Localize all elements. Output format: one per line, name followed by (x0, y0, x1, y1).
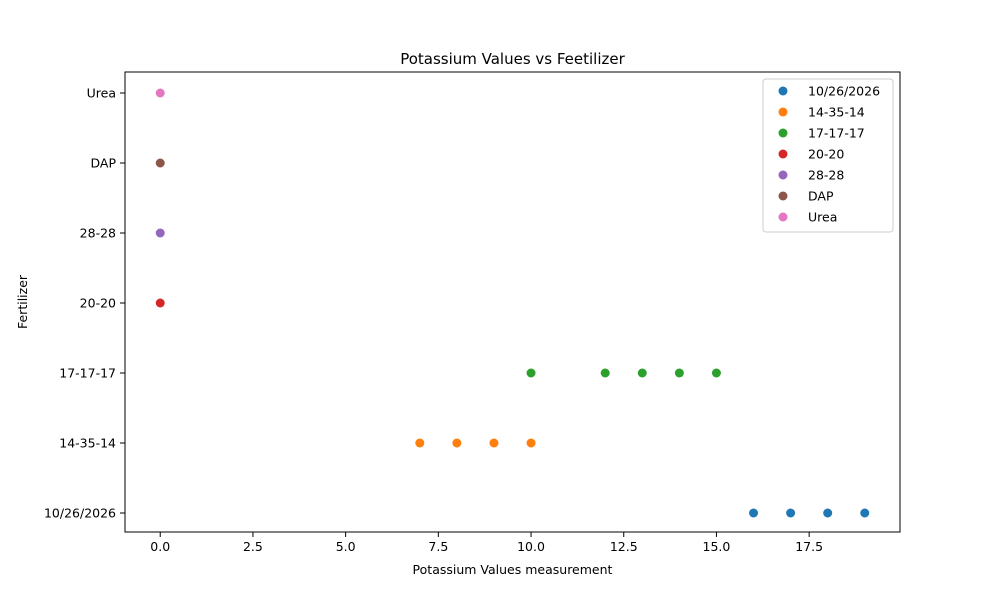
data-point (155, 228, 165, 238)
legend-entry: 28-28 (808, 168, 844, 183)
data-point (786, 508, 796, 518)
data-point (526, 368, 536, 378)
x-axis-title: Potassium Values measurement (413, 562, 613, 577)
x-tick-label: 2.5 (243, 539, 263, 554)
legend-entry: DAP (808, 189, 834, 204)
y-tick-label: 17-17-17 (59, 366, 116, 381)
plot-area-frame (124, 71, 901, 533)
legend-entry: 17-17-17 (808, 126, 865, 141)
data-point (452, 438, 462, 448)
data-point (600, 368, 610, 378)
legend-marker (778, 107, 788, 117)
data-point (155, 88, 165, 98)
data-points (155, 88, 870, 518)
data-point (749, 508, 759, 518)
y-axis-title: Fertilizer (15, 274, 30, 329)
legend-marker (778, 212, 788, 222)
chart-title: Potassium Values vs Feetilizer (400, 50, 625, 68)
x-tick-label: 17.5 (795, 539, 823, 554)
legend-entry: 10/26/2026 (808, 84, 880, 99)
x-tick-label: 5.0 (336, 539, 356, 554)
data-point (637, 368, 647, 378)
y-tick-label: 10/26/2026 (44, 506, 116, 521)
legend-marker (778, 149, 788, 159)
y-tick-label: DAP (91, 156, 117, 171)
x-axis-ticks: 0.0 2.5 5.0 7.5 10.0 12.5 15.0 17.5 (150, 532, 823, 554)
legend-entry: 20-20 (808, 147, 844, 162)
x-tick-label: 10.0 (517, 539, 545, 554)
data-point (526, 438, 536, 448)
y-tick-label: 20-20 (80, 296, 116, 311)
legend-marker (778, 170, 788, 180)
y-tick-label: 14-35-14 (59, 436, 116, 451)
y-axis-ticks: 10/26/2026 14-35-14 17-17-17 20-20 28-28 DAP U… (44, 86, 125, 521)
legend-box (762, 78, 894, 233)
data-point (711, 368, 721, 378)
data-point (415, 438, 425, 448)
data-point (860, 508, 870, 518)
data-point (155, 298, 165, 308)
y-tick-label: Urea (87, 86, 116, 101)
x-tick-label: 7.5 (428, 539, 448, 554)
x-tick-label: 0.0 (150, 539, 170, 554)
legend-marker (778, 191, 788, 201)
legend-entry: 14-35-14 (808, 105, 865, 120)
x-tick-label: 12.5 (610, 539, 638, 554)
legend: 10/26/2026 14-35-14 17-17-17 20-20 28-28 DAP U… (762, 78, 894, 233)
y-tick-label: 28-28 (80, 226, 116, 241)
legend-marker (778, 128, 788, 138)
legend-entry: Urea (808, 210, 837, 225)
data-point (674, 368, 684, 378)
x-tick-label: 15.0 (703, 539, 731, 554)
data-point (155, 158, 165, 168)
data-point (489, 438, 499, 448)
data-point (823, 508, 833, 518)
legend-marker (778, 86, 788, 96)
